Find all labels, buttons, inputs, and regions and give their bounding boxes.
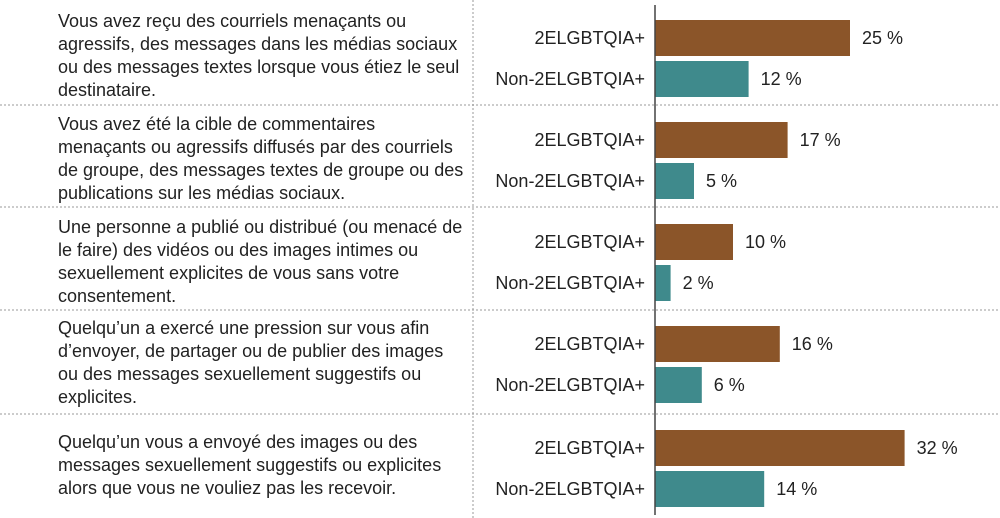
series-label: Non-2ELGBTQIA+: [495, 69, 645, 89]
bar-non-2elgbtqia-3: [655, 265, 671, 301]
bar-2elgbtqia-3: [655, 224, 733, 260]
value-label: 2 %: [683, 273, 714, 293]
series-label: 2ELGBTQIA+: [534, 130, 645, 150]
value-label: 12 %: [761, 69, 802, 89]
series-label: Non-2ELGBTQIA+: [495, 375, 645, 395]
bar-non-2elgbtqia-2: [655, 163, 694, 199]
bar-2elgbtqia-2: [655, 122, 788, 158]
series-label: 2ELGBTQIA+: [534, 334, 645, 354]
bar-2elgbtqia-4: [655, 326, 780, 362]
series-label: Non-2ELGBTQIA+: [495, 171, 645, 191]
value-label: 14 %: [776, 479, 817, 499]
value-label: 10 %: [745, 232, 786, 252]
value-label: 17 %: [800, 130, 841, 150]
series-label: Non-2ELGBTQIA+: [495, 273, 645, 293]
value-label: 6 %: [714, 375, 745, 395]
question-4: Quelqu’un a exercé une pression sur vous…: [58, 318, 444, 407]
series-label: 2ELGBTQIA+: [534, 232, 645, 252]
series-label: 2ELGBTQIA+: [534, 28, 645, 48]
series-label: Non-2ELGBTQIA+: [495, 479, 645, 499]
bar-2elgbtqia-5: [655, 430, 905, 466]
value-label: 16 %: [792, 334, 833, 354]
bar-non-2elgbtqia-1: [655, 61, 749, 97]
question-5: Quelqu’un vous a envoyé des images ou de…: [58, 432, 442, 498]
value-label: 32 %: [917, 438, 958, 458]
question-3: Une personne a publié ou distribué (ou m…: [58, 217, 463, 306]
question-1: Vous avez reçu des courriels menaçants o…: [58, 11, 460, 100]
question-2: Vous avez été la cible de commentaires m…: [58, 114, 464, 203]
bar-2elgbtqia-1: [655, 20, 850, 56]
value-label: 25 %: [862, 28, 903, 48]
value-label: 5 %: [706, 171, 737, 191]
bar-non-2elgbtqia-4: [655, 367, 702, 403]
bar-non-2elgbtqia-5: [655, 471, 765, 507]
series-label: 2ELGBTQIA+: [534, 438, 645, 458]
